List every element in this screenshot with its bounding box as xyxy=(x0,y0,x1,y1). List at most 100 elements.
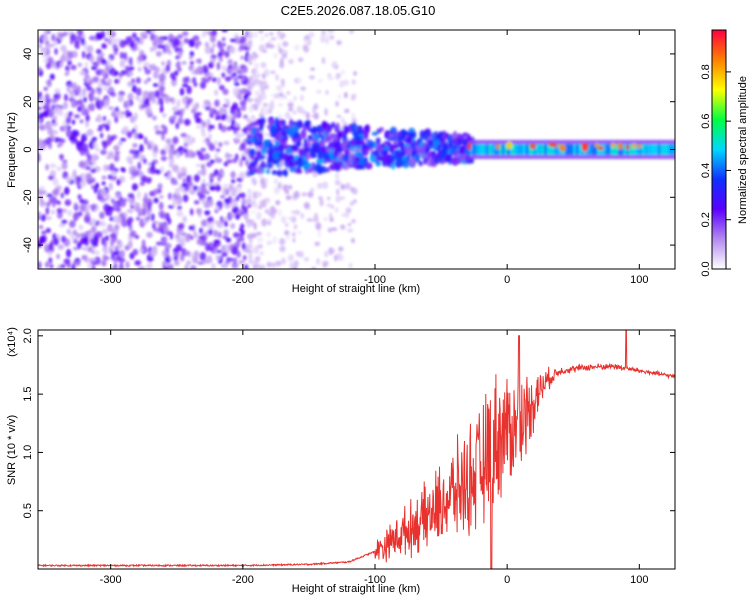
heatmap-cell xyxy=(297,105,304,114)
heatmap-cell xyxy=(320,146,327,153)
heatmap-cell xyxy=(260,154,266,160)
heatmap-cell xyxy=(143,91,150,96)
heatmap-cell xyxy=(412,131,417,138)
heatmap-cell xyxy=(181,183,188,188)
heatmap-cell xyxy=(177,117,184,125)
heatmap-cell xyxy=(192,106,197,115)
heatmap-cell xyxy=(214,205,220,211)
heatmap-cell xyxy=(50,196,57,203)
heatmap-cell xyxy=(220,219,225,223)
heatmap-cell xyxy=(610,142,616,148)
heatmap-cell xyxy=(138,98,143,106)
heatmap-cell xyxy=(239,88,247,95)
heatmap-cell xyxy=(60,45,67,52)
heatmap-cell xyxy=(320,166,328,174)
heatmap-cell xyxy=(243,264,249,269)
heatmap-cell xyxy=(63,31,68,37)
heatmap-cell xyxy=(138,144,144,153)
heatmap-cell xyxy=(234,206,239,212)
heatmap-cell xyxy=(326,123,330,132)
heatmap-cell xyxy=(233,257,238,263)
heatmap-cell xyxy=(57,143,62,148)
heatmap-cell xyxy=(233,263,239,269)
heatmap-cell xyxy=(199,252,207,261)
heatmap-cell xyxy=(450,147,457,154)
heatmap-cell xyxy=(127,66,135,71)
heatmap-cell xyxy=(172,136,179,145)
heatmap-cell xyxy=(340,69,345,75)
heatmap-cell xyxy=(321,56,326,65)
heatmap-cell xyxy=(224,188,230,196)
heatmap-cell xyxy=(72,169,77,177)
heatmap-cell xyxy=(180,133,188,138)
heatmap-cell xyxy=(190,266,195,269)
heatmap-cell xyxy=(48,110,53,117)
heatmap-cell xyxy=(160,155,167,162)
heatmap-cell xyxy=(123,52,128,61)
heatmap-cell xyxy=(108,182,114,191)
heatmap-cell xyxy=(153,188,159,195)
heatmap-cell xyxy=(125,260,130,269)
heatmap-cell xyxy=(300,129,307,139)
heatmap-cell xyxy=(127,240,133,249)
heatmap-cell xyxy=(268,218,272,223)
heatmap-cell xyxy=(101,228,109,235)
heatmap-cell xyxy=(329,152,334,161)
heatmap-cell xyxy=(185,104,189,109)
heatmap-cell xyxy=(161,132,165,141)
heatmap-cell xyxy=(293,223,298,230)
heatmap-cell xyxy=(175,169,181,175)
heatmap-cell xyxy=(178,222,185,229)
heatmap-cell xyxy=(453,137,459,147)
heatmap-cell xyxy=(303,122,310,127)
heatmap-cell xyxy=(308,75,316,80)
heatmap-cell xyxy=(350,138,356,146)
heatmap-cell xyxy=(113,249,120,256)
heatmap-cell xyxy=(233,139,241,144)
heatmap-cell xyxy=(293,44,300,51)
heatmap-cell xyxy=(422,154,428,159)
heatmap-cell xyxy=(169,143,175,151)
heatmap-cell xyxy=(119,59,126,68)
heatmap-cell xyxy=(208,143,216,152)
heatmap-cell xyxy=(205,182,212,187)
heatmap-cell xyxy=(173,260,180,266)
heatmap-cell xyxy=(136,216,140,221)
heatmap-cell xyxy=(171,97,176,105)
heatmap-cell xyxy=(136,55,144,62)
heatmap-cell xyxy=(298,250,304,258)
heatmap-cell xyxy=(221,72,226,79)
heatmap-cell xyxy=(236,107,241,113)
heatmap-cell xyxy=(236,239,241,248)
heatmap-cell xyxy=(76,232,80,239)
heatmap-cell xyxy=(617,142,623,150)
heatmap-cell xyxy=(248,237,253,245)
heatmap-cell xyxy=(41,35,49,43)
heatmap-cell xyxy=(43,57,49,64)
heatmap-cell xyxy=(298,148,306,156)
heatmap-cell xyxy=(117,94,124,103)
heatmap-cell xyxy=(38,153,41,162)
heatmap-cell xyxy=(215,254,221,261)
heatmap-cell xyxy=(259,200,266,206)
heatmap-cell xyxy=(229,46,236,54)
heatmap-cell xyxy=(232,102,239,111)
heatmap-cell xyxy=(434,156,441,164)
heatmap-cell xyxy=(146,263,152,269)
heatmap-cell xyxy=(258,30,264,34)
snr-x-tick-label: 0 xyxy=(504,574,510,586)
heatmap-cell xyxy=(50,209,56,215)
heatmap-cell xyxy=(144,97,150,106)
heatmap-cell xyxy=(132,143,138,148)
heatmap-cell xyxy=(70,64,77,71)
heatmap-cell xyxy=(225,114,232,124)
heatmap-cell xyxy=(110,170,117,176)
heatmap-cell xyxy=(58,108,63,117)
heatmap-cell xyxy=(179,113,183,118)
heatmap-cell xyxy=(64,199,72,206)
heatmap-cell xyxy=(204,190,210,195)
heatmap-cell xyxy=(209,34,216,43)
heatmap-cell xyxy=(215,148,221,153)
heatmap-cell xyxy=(203,64,208,71)
heatmap-cell xyxy=(202,121,207,128)
